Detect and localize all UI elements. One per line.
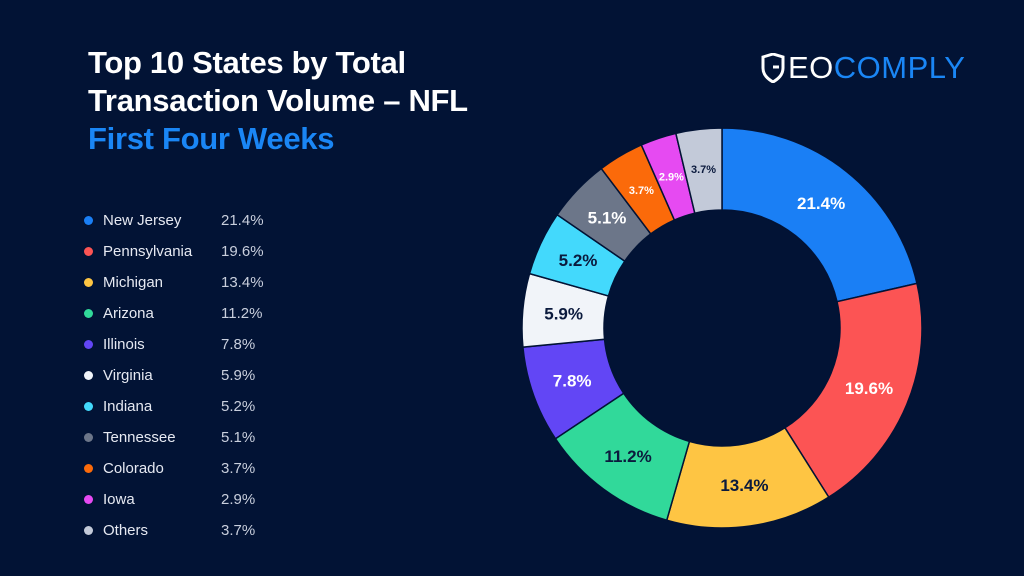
data-label: 3.7% bbox=[629, 185, 654, 197]
legend-label: Pennsylvania bbox=[103, 243, 193, 260]
legend-label: Indiana bbox=[103, 398, 153, 415]
legend-value: 3.7% bbox=[221, 460, 256, 477]
data-label: 5.1% bbox=[588, 209, 627, 228]
legend-swatch bbox=[84, 526, 93, 535]
legend-item: Indiana 5.2% bbox=[84, 391, 264, 422]
legend-label: Tennessee bbox=[103, 429, 176, 446]
legend-value: 3.7% bbox=[221, 522, 256, 539]
legend-value: 13.4% bbox=[221, 274, 264, 291]
data-label: 3.7% bbox=[691, 164, 716, 176]
legend-label: Colorado bbox=[103, 460, 164, 477]
legend-label: Arizona bbox=[103, 305, 154, 322]
legend-value: 5.1% bbox=[221, 429, 256, 446]
legend-item: Virginia 5.9% bbox=[84, 360, 264, 391]
data-label: 19.6% bbox=[845, 379, 893, 398]
legend-value: 7.8% bbox=[221, 336, 256, 353]
legend-value: 2.9% bbox=[221, 491, 256, 508]
subtitle: First Four Weeks bbox=[88, 121, 335, 156]
legend-value: 11.2% bbox=[221, 305, 263, 322]
legend-swatch bbox=[84, 309, 93, 318]
legend-item: Tennessee 5.1% bbox=[84, 422, 264, 453]
data-label: 5.2% bbox=[559, 251, 598, 270]
slice-others bbox=[674, 127, 723, 215]
legend-item: Michigan 13.4% bbox=[84, 267, 264, 298]
logo-text-white: EO bbox=[788, 50, 834, 85]
legend-item: Pennsylvania 19.6% bbox=[84, 236, 264, 267]
legend-swatch bbox=[84, 340, 93, 349]
legend-swatch bbox=[84, 495, 93, 504]
data-label: 5.9% bbox=[544, 304, 583, 323]
data-label: 13.4% bbox=[720, 476, 768, 495]
legend-swatch bbox=[84, 464, 93, 473]
slice-new-jersey bbox=[721, 127, 918, 303]
legend-swatch bbox=[84, 371, 93, 380]
logo-text-blue: COMPLY bbox=[833, 50, 966, 85]
legend-label: Michigan bbox=[103, 274, 164, 291]
legend-value: 5.2% bbox=[221, 398, 256, 415]
legend-label: Others bbox=[103, 522, 149, 539]
legend-swatch bbox=[84, 247, 93, 256]
geocomply-logo: EO COMPLY bbox=[760, 50, 965, 86]
legend-swatch bbox=[84, 402, 93, 411]
legend-value: 19.6% bbox=[221, 243, 264, 260]
data-label: 2.9% bbox=[659, 171, 684, 183]
legend-label: Illinois bbox=[103, 336, 145, 353]
legend-item: New Jersey 21.4% bbox=[84, 205, 264, 236]
data-label: 21.4% bbox=[797, 194, 845, 213]
legend-value: 5.9% bbox=[221, 367, 256, 384]
legend-label: New Jersey bbox=[103, 212, 182, 229]
legend: New Jersey 21.4% Pennsylvania 19.6% Michigan… bbox=[84, 205, 264, 546]
legend-swatch bbox=[84, 433, 93, 442]
data-label: 7.8% bbox=[553, 372, 592, 391]
legend-item: Illinois 7.8% bbox=[84, 329, 264, 360]
legend-label: Virginia bbox=[103, 367, 153, 384]
legend-item: Others 3.7% bbox=[84, 515, 264, 546]
legend-item: Arizona 11.2% bbox=[84, 298, 264, 329]
title-line-2: Transaction Volume – NFL bbox=[88, 83, 468, 118]
shield-g-icon bbox=[761, 53, 785, 83]
legend-value: 21.4% bbox=[221, 212, 264, 229]
legend-swatch bbox=[84, 216, 93, 225]
chart-title: Top 10 States by Total Transaction Volum… bbox=[88, 44, 468, 158]
legend-label: Iowa bbox=[103, 491, 135, 508]
legend-item: Colorado 3.7% bbox=[84, 453, 264, 484]
data-label: 11.2% bbox=[604, 447, 651, 466]
legend-item: Iowa 2.9% bbox=[84, 484, 264, 515]
legend-swatch bbox=[84, 278, 93, 287]
title-line-1: Top 10 States by Total bbox=[88, 45, 406, 80]
